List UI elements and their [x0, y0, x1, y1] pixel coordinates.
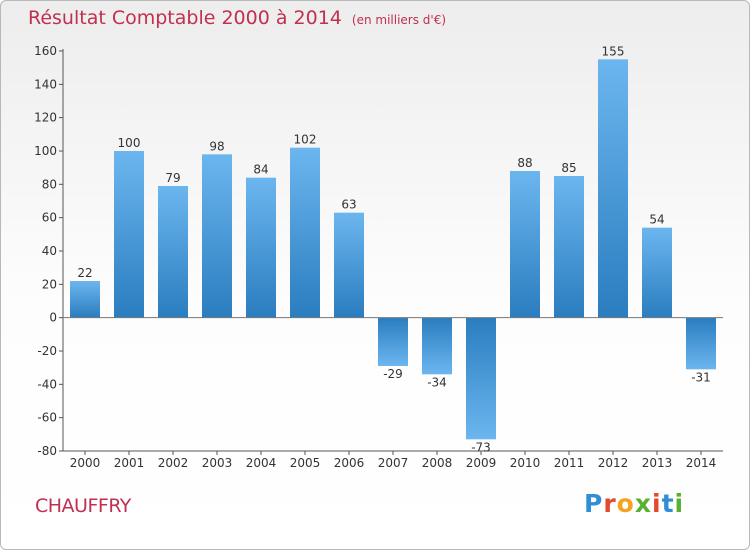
title-text: Résultat Comptable 2000 à 2014: [28, 7, 342, 29]
y-tick-label: 140: [34, 77, 57, 91]
y-tick-label: -60: [37, 411, 57, 425]
y-tick-label: -40: [37, 377, 57, 391]
bar: [686, 317, 716, 370]
x-tick-label: 2002: [158, 456, 189, 470]
x-tick-label: 2012: [598, 456, 629, 470]
bar: [246, 177, 276, 318]
y-tick-label: 40: [42, 244, 57, 258]
place-name: CHAUFFRY: [35, 495, 131, 517]
x-tick-label: 2011: [554, 456, 585, 470]
x-tick-label: 2014: [686, 456, 717, 470]
bar: [334, 212, 364, 318]
data-label: 63: [341, 198, 356, 212]
x-tick-label: 2000: [70, 456, 101, 470]
data-label: -73: [471, 440, 491, 454]
logo-letter: P: [584, 489, 604, 518]
bar: [114, 151, 144, 318]
y-tick-label: 20: [42, 277, 57, 291]
logo-letter: o: [616, 489, 635, 518]
logo-letter: t: [661, 489, 675, 518]
bar: [422, 317, 452, 375]
logo-letter: i: [674, 489, 685, 518]
data-label: 79: [165, 171, 180, 185]
x-tick-label: 2009: [466, 456, 497, 470]
data-label: 98: [209, 139, 224, 153]
y-tick-label: 60: [42, 211, 57, 225]
y-tick-label: 80: [42, 177, 57, 191]
y-tick-label: -80: [37, 444, 57, 458]
bar: [202, 154, 232, 318]
y-tick-label: 100: [34, 144, 57, 158]
bar: [158, 186, 188, 318]
bar: [290, 147, 320, 318]
data-label: -29: [383, 367, 403, 381]
logo-letter: i: [652, 489, 662, 518]
data-label: 54: [649, 213, 664, 227]
x-tick-label: 2007: [378, 456, 409, 470]
bar: [466, 317, 496, 440]
x-tick-label: 2003: [202, 456, 233, 470]
y-tick-label: 160: [34, 44, 57, 58]
x-tick-label: 2013: [642, 456, 673, 470]
data-label: 88: [517, 156, 532, 170]
chart-title: Résultat Comptable 2000 à 2014 (en millie…: [28, 7, 446, 29]
x-tick-label: 2004: [246, 456, 277, 470]
x-tick-label: 2001: [114, 456, 145, 470]
bar: [554, 176, 584, 318]
data-label: 100: [118, 136, 141, 150]
data-label: 102: [294, 133, 317, 147]
x-tick-label: 2005: [290, 456, 321, 470]
data-label: -34: [427, 375, 447, 389]
x-tick-label: 2006: [334, 456, 365, 470]
bar: [598, 59, 628, 318]
x-tick-label: 2008: [422, 456, 453, 470]
y-tick-label: -20: [37, 344, 57, 358]
bar: [70, 281, 100, 318]
data-label: 84: [253, 163, 268, 177]
logo-letter: r: [603, 489, 617, 518]
bar: [378, 317, 408, 366]
data-label: 155: [602, 44, 625, 58]
bar: [642, 227, 672, 318]
logo-letter: x: [634, 489, 652, 518]
y-tick-label: 0: [49, 311, 57, 325]
proxiti-logo: Proxiti: [584, 489, 684, 518]
x-tick-label: 2010: [510, 456, 541, 470]
data-label: -31: [691, 370, 711, 384]
y-tick-label: 120: [34, 111, 57, 125]
bar: [510, 171, 540, 318]
chart-subtitle: (en milliers d'€): [351, 13, 447, 27]
data-label: 22: [77, 266, 92, 280]
data-label: 85: [561, 161, 576, 175]
